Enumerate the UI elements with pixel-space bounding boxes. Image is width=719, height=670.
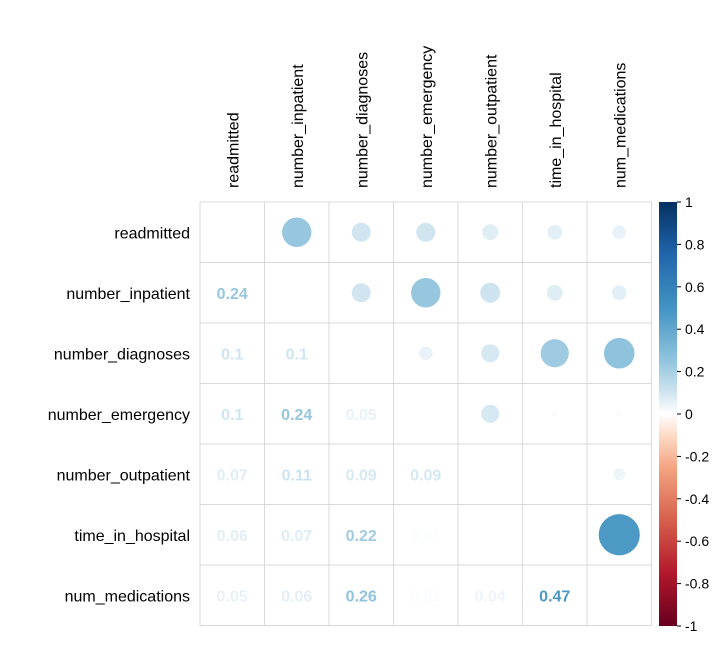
column-labels: readmitted number_inpatient number_diagnos… (225, 46, 629, 188)
row-label: time_in_hospital (74, 528, 190, 545)
corr-circle-number_emergency-num_medications (616, 410, 623, 417)
row-label: num_medications (65, 588, 190, 605)
corr-value-number_diagnoses-number_inpatient: 0.1 (286, 346, 308, 363)
corr-circle-number_inpatient-number_diagnoses (351, 283, 371, 303)
row-label: readmitted (114, 225, 190, 242)
corr-circle-readmitted-number_inpatient (282, 217, 312, 247)
colorbar-tick-label: 0.6 (685, 279, 705, 295)
corr-circle-number_outpatient-num_medications (613, 468, 626, 481)
row-label: number_emergency (48, 407, 190, 424)
column-label: number_inpatient (290, 64, 307, 188)
corr-circle-readmitted-time_in_hospital (547, 224, 563, 240)
colorbar-tick-label: -0.8 (685, 576, 709, 592)
column-label: number_diagnoses (354, 52, 371, 188)
column-label: number_outpatient (483, 54, 500, 188)
corr-value-num_medications-number_emergency: 0.01 (410, 588, 441, 605)
colorbar-tick-label: 0 (685, 406, 693, 422)
column-label: readmitted (225, 112, 242, 188)
corr-circle-number_inpatient-number_outpatient (480, 282, 501, 303)
corr-circle-number_diagnoses-num_medications (603, 337, 635, 369)
colorbar-tick-label: -0.4 (685, 491, 709, 507)
corr-circle-time_in_hospital-num_medications (598, 514, 640, 556)
corr-value-time_in_hospital-readmitted: 0.06 (217, 528, 248, 545)
corr-value-number_emergency-readmitted: 0.1 (221, 407, 243, 424)
corr-circle-number_emergency-time_in_hospital (551, 410, 558, 417)
row-label: number_diagnoses (54, 346, 190, 363)
column-label: num_medications (612, 63, 629, 188)
corr-value-number_emergency-number_diagnoses: 0.05 (346, 407, 377, 424)
corr-value-num_medications-number_diagnoses: 0.26 (346, 588, 377, 605)
corr-value-number_outpatient-number_diagnoses: 0.09 (346, 467, 377, 484)
corr-circle-number_inpatient-time_in_hospital (546, 284, 563, 301)
corr-value-number_emergency-number_inpatient: 0.24 (281, 407, 312, 424)
corr-value-number_outpatient-number_inpatient: 0.11 (282, 467, 312, 484)
colorbar-tick-label: 0.2 (685, 364, 705, 380)
corr-value-number_outpatient-readmitted: 0.07 (217, 467, 248, 484)
colorbar-tick-label: -1 (685, 618, 698, 634)
colorbar-tick-label: -0.6 (685, 533, 709, 549)
colorbar-tick-label: 1 (685, 194, 693, 210)
corr-circle-number_inpatient-num_medications (611, 285, 627, 301)
corr-circle-readmitted-number_emergency (416, 222, 436, 242)
corr-value-number_diagnoses-readmitted: 0.1 (221, 346, 243, 363)
corr-circle-number_diagnoses-time_in_hospital (540, 339, 569, 368)
corr-value-time_in_hospital-number_emergency: 0.01 (410, 528, 441, 545)
matrix-cells: 0.24 0.1 0.1 0.1 0.24 0.05 0.07 0.11 0.09 0.09 0.0… (217, 217, 640, 605)
corr-value-num_medications-time_in_hospital: 0.47 (539, 588, 570, 605)
corr-value-num_medications-number_inpatient: 0.06 (281, 588, 312, 605)
corr-circle-readmitted-number_outpatient (482, 224, 499, 241)
colorbar: 1 0.8 0.6 0.4 0.2 0 -0.2 -0.4 -0.6 -0.8 -1 (659, 194, 709, 634)
corr-value-time_in_hospital-number_diagnoses: 0.22 (346, 528, 377, 545)
colorbar-tick-label: 0.8 (685, 236, 705, 252)
matrix-grid (199, 201, 652, 626)
row-label: number_outpatient (57, 467, 191, 484)
corr-circle-readmitted-num_medications (612, 225, 626, 239)
column-label: time_in_hospital (548, 72, 565, 188)
colorbar-tick-label: 0.4 (685, 321, 705, 337)
corr-circle-number_emergency-number_outpatient (481, 404, 500, 423)
row-label: number_inpatient (66, 286, 190, 303)
colorbar-tick-label: -0.2 (685, 448, 709, 464)
corr-circle-number_inpatient-number_emergency (411, 278, 441, 308)
corr-circle-number_diagnoses-number_outpatient (481, 344, 500, 363)
corr-value-number_inpatient-readmitted: 0.24 (217, 286, 248, 303)
column-label: number_emergency (419, 46, 436, 188)
corr-value-time_in_hospital-number_inpatient: 0.07 (281, 528, 312, 545)
corr-value-num_medications-number_outpatient: 0.04 (475, 588, 506, 605)
corr-circle-readmitted-number_diagnoses (351, 222, 371, 242)
row-labels: readmitted number_inpatient number_diagnos… (48, 225, 191, 605)
corr-circle-number_diagnoses-number_emergency (419, 346, 433, 360)
colorbar-gradient (659, 202, 677, 626)
corr-value-num_medications-readmitted: 0.05 (217, 588, 248, 605)
corr-value-number_outpatient-number_emergency: 0.09 (410, 467, 441, 484)
